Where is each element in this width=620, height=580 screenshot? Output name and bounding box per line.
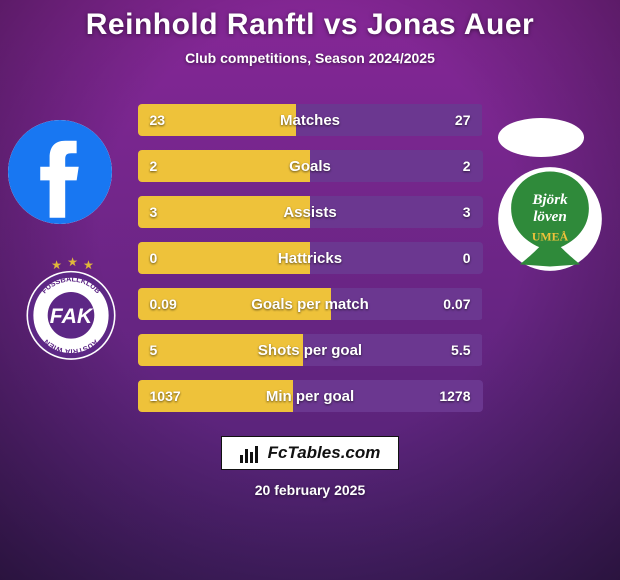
facebook-icon bbox=[8, 120, 112, 224]
stat-label: Shots per goal bbox=[210, 342, 411, 359]
stat-text: 23Matches27 bbox=[138, 104, 483, 136]
stat-right-value: 0.07 bbox=[411, 296, 471, 312]
svg-text:★: ★ bbox=[68, 257, 78, 269]
stat-left-value: 23 bbox=[150, 112, 210, 128]
stat-text: 1037Min per goal1278 bbox=[138, 380, 483, 412]
stat-text: 2Goals2 bbox=[138, 150, 483, 182]
player1-avatar bbox=[8, 120, 112, 224]
stat-left-value: 0.09 bbox=[150, 296, 210, 312]
date-label: 20 february 2025 bbox=[255, 482, 366, 498]
stat-label: Hattricks bbox=[210, 250, 411, 267]
stat-row: 23Matches27 bbox=[138, 104, 483, 136]
player2-avatar bbox=[498, 118, 584, 157]
page-title: Reinhold Ranftl vs Jonas Auer bbox=[86, 8, 534, 42]
svg-text:★: ★ bbox=[84, 260, 94, 272]
austria-wien-crest-icon: FAKFUSSBALLKLUBAUSTRIA WIEN★★★ bbox=[18, 256, 124, 362]
bjorkloven-crest-icon: Björklöven UMEÅ bbox=[496, 165, 604, 273]
stats-panel: 23Matches272Goals23Assists30Hattricks00.… bbox=[138, 104, 483, 412]
subtitle: Club competitions, Season 2024/2025 bbox=[185, 50, 435, 66]
stat-text: 5Shots per goal5.5 bbox=[138, 334, 483, 366]
stat-row: 0Hattricks0 bbox=[138, 242, 483, 274]
stat-row: 1037Min per goal1278 bbox=[138, 380, 483, 412]
stat-left-value: 5 bbox=[150, 342, 210, 358]
stat-right-value: 1278 bbox=[411, 388, 471, 404]
stat-right-value: 3 bbox=[411, 204, 471, 220]
svg-text:löven: löven bbox=[533, 209, 567, 225]
stat-row: 2Goals2 bbox=[138, 150, 483, 182]
stat-label: Goals per match bbox=[210, 296, 411, 313]
stat-text: 3Assists3 bbox=[138, 196, 483, 228]
stat-left-value: 1037 bbox=[150, 388, 210, 404]
stat-left-value: 2 bbox=[150, 158, 210, 174]
stat-label: Assists bbox=[210, 204, 411, 221]
stat-label: Matches bbox=[210, 112, 411, 129]
svg-text:UMEÅ: UMEÅ bbox=[532, 230, 569, 244]
stat-left-value: 3 bbox=[150, 204, 210, 220]
club2-badge: Björklöven UMEÅ bbox=[496, 165, 604, 273]
svg-text:FAK: FAK bbox=[50, 305, 94, 328]
stat-right-value: 27 bbox=[411, 112, 471, 128]
stat-right-value: 2 bbox=[411, 158, 471, 174]
stat-right-value: 0 bbox=[411, 250, 471, 266]
stat-label: Goals bbox=[210, 158, 411, 175]
stat-row: 5Shots per goal5.5 bbox=[138, 334, 483, 366]
stat-right-value: 5.5 bbox=[411, 342, 471, 358]
svg-text:★: ★ bbox=[52, 260, 62, 272]
stat-text: 0Hattricks0 bbox=[138, 242, 483, 274]
bars-icon bbox=[240, 443, 260, 463]
svg-text:Björk: Björk bbox=[531, 192, 568, 208]
stat-text: 0.09Goals per match0.07 bbox=[138, 288, 483, 320]
stat-left-value: 0 bbox=[150, 250, 210, 266]
fctables-label: FcTables.com bbox=[268, 443, 381, 463]
stat-label: Min per goal bbox=[210, 388, 411, 405]
club1-badge: FAKFUSSBALLKLUBAUSTRIA WIEN★★★ bbox=[18, 256, 124, 362]
stat-row: 0.09Goals per match0.07 bbox=[138, 288, 483, 320]
fctables-watermark: FcTables.com bbox=[221, 436, 400, 470]
stat-row: 3Assists3 bbox=[138, 196, 483, 228]
